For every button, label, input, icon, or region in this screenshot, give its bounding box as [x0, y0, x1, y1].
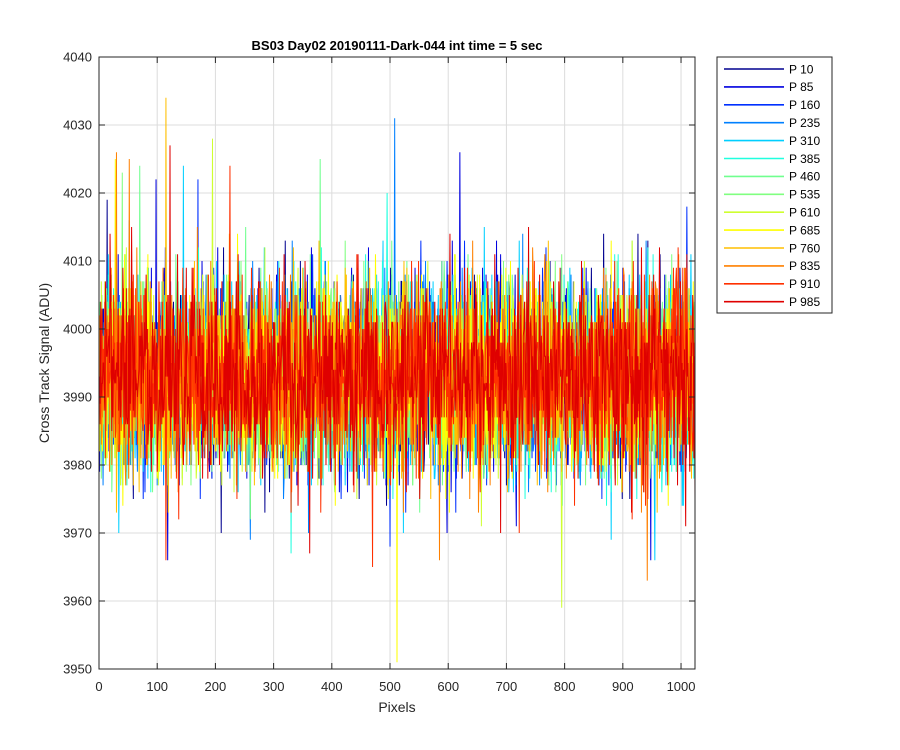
x-tick-label: 400 [321, 679, 343, 694]
y-tick-label: 3970 [63, 526, 92, 541]
series-lines [99, 97, 696, 663]
legend-label: P 160 [789, 98, 820, 112]
legend-label: P 985 [789, 295, 820, 309]
y-tick-label: 3950 [63, 662, 92, 677]
legend-box [716, 56, 833, 314]
legend-item: P 535 [724, 188, 820, 202]
legend-item: P 460 [724, 170, 820, 184]
x-tick-label: 700 [496, 679, 518, 694]
y-tick-label: 4000 [63, 322, 92, 337]
legend-item: P 10 [724, 62, 814, 76]
series-line-p-985 [99, 145, 696, 554]
legend-item: P 610 [724, 206, 820, 220]
legend-item: P 760 [724, 241, 820, 255]
x-tick-label: 900 [612, 679, 634, 694]
axis-ticks [98, 56, 695, 670]
plot-frame [98, 56, 696, 670]
legend-item: P 385 [724, 152, 820, 166]
legend-item: P 985 [724, 295, 820, 309]
chart-title: BS03 Day02 20190111-Dark-044 int time = … [252, 38, 543, 53]
legend-label: P 685 [789, 223, 820, 237]
x-tick-label: 100 [146, 679, 168, 694]
legend-item: P 835 [724, 259, 820, 273]
legend-label: P 535 [789, 188, 820, 202]
y-tick-label: 3980 [63, 458, 92, 473]
x-tick-labels: 0 100 200 300 400 500 600 700 800 900 1000 [95, 679, 695, 694]
y-tick-label: 4040 [63, 50, 92, 65]
legend-label: P 910 [789, 277, 820, 291]
legend-label: P 460 [789, 170, 820, 184]
y-tick-label: 3990 [63, 390, 92, 405]
y-tick-label: 4020 [63, 186, 92, 201]
legend-item: P 160 [724, 98, 820, 112]
legend: P 10 P 85 P 160 P 235 P 310 P 385 P 460 P 535 P … [716, 56, 833, 314]
legend-label: P 235 [789, 116, 820, 130]
legend-item: P 310 [724, 134, 820, 148]
y-tick-label: 4010 [63, 254, 92, 269]
legend-label: P 85 [789, 80, 814, 94]
legend-item: P 910 [724, 277, 820, 291]
x-tick-label: 200 [205, 679, 227, 694]
x-tick-label: 300 [263, 679, 285, 694]
legend-label: P 310 [789, 134, 820, 148]
legend-label: P 610 [789, 206, 820, 220]
x-tick-label: 1000 [667, 679, 696, 694]
y-tick-label: 4030 [63, 118, 92, 133]
y-tick-label: 3960 [63, 594, 92, 609]
legend-label: P 10 [789, 62, 814, 76]
x-tick-label: 600 [437, 679, 459, 694]
legend-item: P 85 [724, 80, 814, 94]
x-axis-label: Pixels [378, 699, 415, 715]
legend-label: P 385 [789, 152, 820, 166]
y-axis-label: Cross Track Signal (ADU) [36, 283, 52, 443]
y-tick-labels: 3950 3960 3970 3980 3990 4000 4010 4020 4030 4040 [63, 50, 92, 677]
legend-label: P 760 [789, 241, 820, 255]
x-tick-label: 0 [95, 679, 102, 694]
x-tick-label: 500 [379, 679, 401, 694]
legend-item: P 685 [724, 223, 820, 237]
legend-items: P 10 P 85 P 160 P 235 P 310 P 385 P 460 P 535 P … [724, 62, 820, 309]
legend-item: P 235 [724, 116, 820, 130]
legend-label: P 835 [789, 259, 820, 273]
x-tick-label: 800 [554, 679, 576, 694]
